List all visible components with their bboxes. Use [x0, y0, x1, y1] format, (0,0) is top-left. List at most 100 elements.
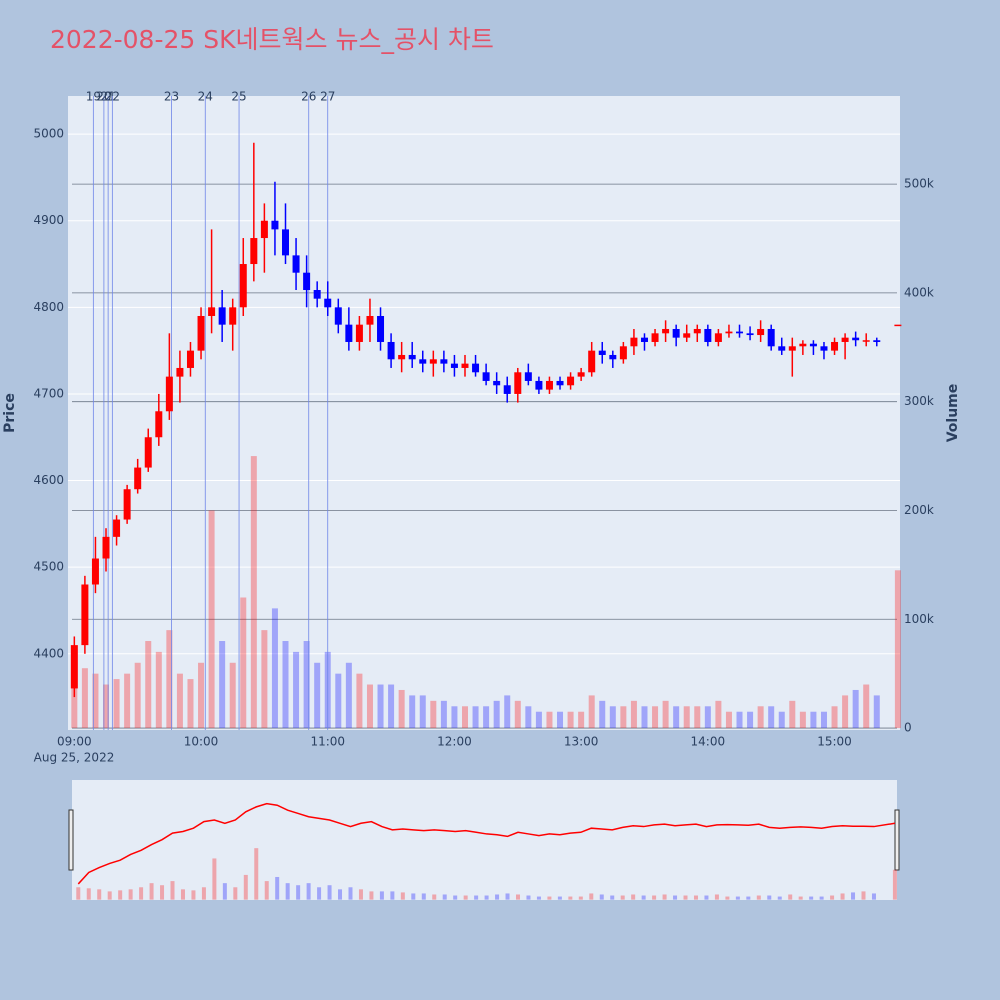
mini-volume-bar: [589, 893, 594, 900]
candle-body: [324, 298, 332, 308]
x-date-label: Aug 25, 2022: [34, 751, 115, 765]
candle-body: [429, 359, 437, 364]
volume-bar: [377, 684, 384, 729]
range-handle[interactable]: [894, 809, 900, 871]
volume-bar: [546, 711, 553, 729]
volume-bar: [831, 706, 838, 729]
volume-bar: [810, 711, 817, 729]
mini-volume-bar: [851, 892, 856, 900]
candle-body: [714, 333, 722, 342]
volume-bar: [842, 695, 849, 729]
volume-bar: [557, 711, 564, 729]
volume-bar: [187, 679, 194, 729]
mini-volume-bar: [390, 891, 395, 900]
candle-body: [873, 340, 881, 342]
volume-bar: [599, 700, 606, 729]
mini-volume-bar: [139, 887, 144, 900]
mini-volume-bar: [421, 893, 426, 900]
news-marker-label: 20: [96, 90, 111, 104]
candle-body: [70, 645, 78, 689]
candle-body: [461, 363, 469, 368]
candle-body: [524, 372, 532, 381]
volume-bar: [483, 706, 490, 729]
volume-bar: [345, 662, 352, 729]
y2-tick-label: 500k: [904, 177, 934, 191]
x-tick-label: 14:00: [691, 735, 726, 749]
volume-bar: [282, 641, 289, 729]
volume-bar: [440, 700, 447, 729]
volume-bar: [673, 706, 680, 729]
volume-bar: [176, 673, 183, 729]
mini-volume-bar: [201, 887, 206, 900]
mini-volume-bar: [411, 893, 416, 900]
x-tick-label: 13:00: [564, 735, 599, 749]
mini-volume-bar: [840, 893, 845, 900]
news-marker-label: 25: [231, 90, 246, 104]
mini-volume-bar: [400, 892, 405, 900]
candle-body: [672, 328, 680, 338]
volume-bar: [461, 706, 468, 729]
candle-body: [482, 372, 490, 381]
volume-bar: [852, 689, 859, 729]
mini-volume-bar: [735, 896, 740, 900]
mini-volume-bar: [379, 891, 384, 900]
candle-body: [440, 359, 448, 364]
candle-body: [662, 328, 670, 334]
mini-volume-bar: [212, 858, 217, 900]
mini-volume-bar: [484, 895, 489, 900]
candle-body: [113, 519, 121, 537]
news-marker-label: 26: [301, 90, 316, 104]
mini-volume-bar: [704, 895, 709, 900]
candle-body: [239, 264, 247, 308]
mini-volume-bar: [243, 874, 248, 900]
candle-body: [894, 324, 902, 327]
volume-bar: [293, 651, 300, 729]
mini-volume-bar: [714, 894, 719, 900]
mini-volume-bar: [516, 894, 521, 900]
candle-body: [377, 315, 385, 342]
y-tick-label: 4600: [33, 473, 64, 487]
volume-bar: [219, 641, 226, 729]
x-tick-label: 12:00: [437, 735, 472, 749]
candle-body: [683, 333, 691, 338]
candle-body: [334, 307, 342, 325]
candle-body: [282, 229, 290, 256]
candle-body: [598, 350, 606, 355]
mini-volume-bar: [191, 890, 196, 900]
candle-body: [355, 324, 363, 342]
mini-volume-bar: [777, 896, 782, 900]
volume-bar: [704, 706, 711, 729]
volume-bar: [409, 695, 416, 729]
mini-volume-bar: [86, 888, 91, 900]
candle-body: [313, 290, 321, 299]
range-handle[interactable]: [68, 809, 74, 871]
volume-bar: [124, 673, 131, 729]
mini-volume-bar: [725, 896, 730, 900]
candle-body: [197, 315, 205, 351]
candle-body: [577, 372, 585, 377]
candle-body: [366, 315, 374, 325]
mini-volume-bar: [662, 894, 667, 900]
mini-volume-bar: [149, 883, 154, 900]
range-slider[interactable]: [72, 780, 897, 900]
y-tick-label: 5000: [33, 127, 64, 141]
volume-bar: [799, 711, 806, 729]
volume-bar: [134, 662, 141, 729]
volume-bar: [894, 570, 901, 729]
candle-body: [831, 341, 839, 351]
mini-volume-bar: [683, 895, 688, 900]
candle-body: [81, 584, 89, 646]
x-tick-label: 11:00: [310, 735, 345, 749]
candle-body: [503, 385, 511, 394]
mini-volume-bar: [254, 848, 259, 900]
candle-body: [472, 363, 480, 373]
mini-volume-bar: [327, 885, 332, 900]
mini-volume-bar: [641, 895, 646, 900]
candle-body: [102, 536, 110, 559]
candle-body: [144, 437, 152, 468]
mini-volume-bar: [830, 895, 835, 900]
mini-volume-bar: [871, 893, 876, 900]
volume-bar: [240, 597, 247, 729]
mini-volume-bar: [693, 895, 698, 900]
x-tick-label: 10:00: [184, 735, 219, 749]
